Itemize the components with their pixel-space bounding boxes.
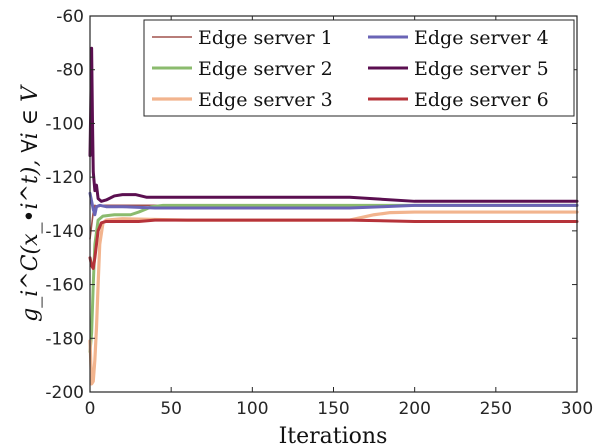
series-line-3 [88, 210, 579, 386]
x-tick-label: 50 [160, 399, 182, 419]
x-tick-label: 100 [236, 399, 268, 419]
legend-box [143, 19, 575, 117]
y-axis-title-group: g_i^C(x_•i^t), ∀i ∈ V [18, 84, 43, 322]
y-tick-label: -120 [45, 168, 84, 188]
y-tick-label: -100 [45, 114, 84, 134]
x-tick-label: 150 [317, 399, 349, 419]
y-axis-title: g_i^C(x_•i^t), ∀i ∈ V [18, 84, 43, 322]
x-tick-label: 0 [85, 399, 96, 419]
y-tick-label: -60 [56, 7, 84, 27]
series-line-2 [88, 203, 579, 354]
y-tick-label: -200 [45, 383, 84, 403]
tick-layer: 0 50 100 150 200 250 300 -200 -180 -160 -140 -120 -1… [45, 7, 593, 419]
x-tick-label: 300 [561, 399, 593, 419]
series-layer [88, 46, 579, 386]
x-tick-label: 250 [480, 399, 512, 419]
legend-label-4: Edge server 4 [414, 27, 549, 49]
y-tick-label: -80 [56, 61, 84, 81]
series-line-4 [88, 191, 579, 217]
legend-label-3: Edge server 3 [198, 89, 333, 111]
y-tick-label: -140 [45, 222, 84, 242]
x-tick-label: 200 [398, 399, 430, 419]
series-line-5 [88, 46, 579, 203]
legend: Edge server 1 Edge server 2 Edge server 3 E… [143, 19, 575, 117]
x-axis-title: Iterations [279, 424, 388, 448]
series-line-6 [88, 218, 579, 270]
y-tick-label: -180 [45, 329, 84, 349]
legend-label-5: Edge server 5 [414, 58, 549, 80]
legend-label-2: Edge server 2 [198, 58, 333, 80]
legend-label-1: Edge server 1 [198, 27, 333, 49]
y-tick-label: -160 [45, 276, 84, 296]
legend-label-6: Edge server 6 [414, 89, 549, 111]
